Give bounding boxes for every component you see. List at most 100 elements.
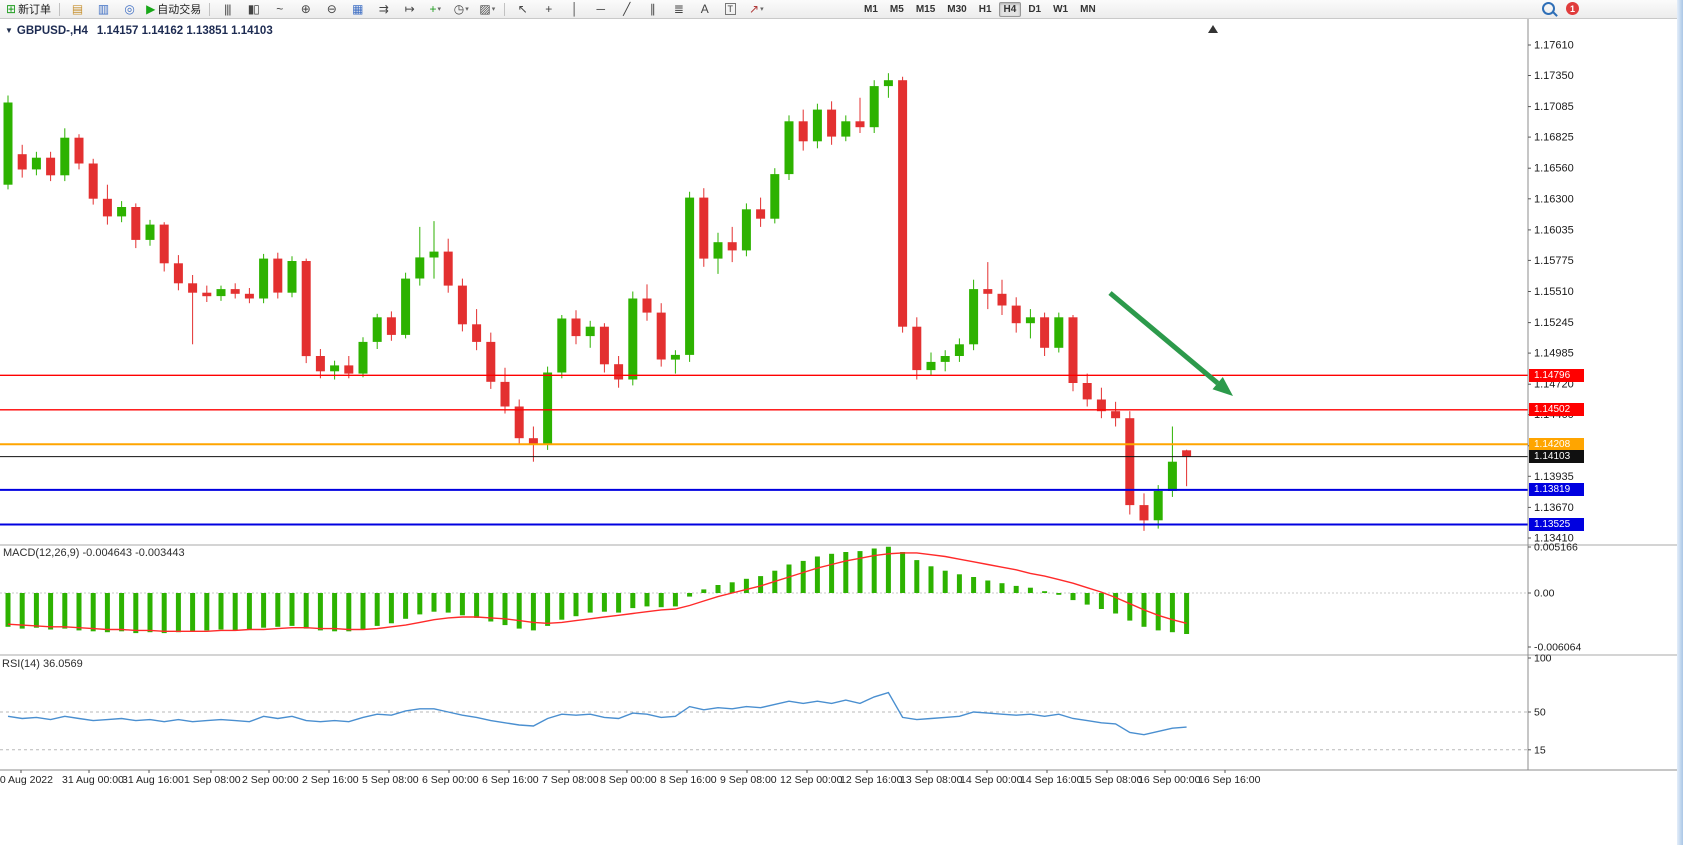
chart-canvas[interactable]: 1.17610 1.17350 1.17085 1.16825 1.16560 1.163… [0,19,1683,845]
candle-body [812,109,822,142]
current-price-tag: 1.14103 [1529,450,1584,464]
chart-shift-icon: ↦ [404,2,415,16]
timeframe-m1[interactable]: M1 [864,4,878,15]
timeframe-mn[interactable]: MN [1080,4,1096,15]
profiles-button[interactable]: ▥ [91,0,115,18]
refresh-button[interactable]: ◎ [117,0,141,18]
arrows-button[interactable]: ↗ ▾ [744,0,768,18]
tile-windows-button[interactable]: ▦ [345,0,369,18]
new-chart-button[interactable]: ▤ [65,0,89,18]
autotrading-icon: ▶ [146,2,155,16]
candle-body [1040,317,1050,348]
candle-body [230,289,240,294]
timeframe-w1[interactable]: W1 [1053,4,1069,15]
autotrading-button[interactable]: ▶ 自动交易 [143,0,204,18]
candle-body [898,80,908,327]
zoom-out-button[interactable]: ⊖ [319,0,343,18]
candle-body [954,344,964,356]
candle-body [159,224,169,264]
candle-body [386,317,396,335]
macd-signal-line [7,552,1187,632]
macd-scale-label: 0.005166 [1534,542,1578,554]
trendline-button[interactable]: ╱ [614,0,638,18]
rsi-value: 36.0569 [42,658,83,670]
candle-body [188,283,198,293]
channel-button[interactable]: ∥ [640,0,664,18]
price-axis-label: 1.15245 [1534,317,1574,329]
zoom-in-icon: ⊕ [300,2,311,16]
candle-body [443,251,453,286]
price-axis-label: 1.14985 [1534,348,1574,360]
search-icon[interactable] [1542,2,1555,15]
timeframe-m30[interactable]: M30 [947,4,967,15]
auto-scroll-button[interactable]: ⇉ [371,0,395,18]
profiles-icon: ▥ [97,2,109,16]
candle-body [131,207,141,240]
timeframe-h4[interactable]: H4 [998,2,1022,17]
text-label-button[interactable]: T [718,0,742,18]
trend-arrow-head [1212,377,1233,396]
timeframe-m5[interactable]: M5 [889,4,904,15]
candle-body [926,361,936,371]
trendline-icon: ╱ [623,2,630,16]
toolbar-right: 1 [1542,2,1579,15]
price-axis-label: 1.13670 [1534,502,1574,514]
toolbar-separator [59,2,61,16]
dropdown-arrow-icon: ▾ [491,6,496,13]
text-button[interactable]: A [692,0,716,18]
macd-value-signal: -0.003443 [135,547,185,559]
text-icon: A [700,2,709,16]
candle-body [784,121,794,175]
dropdown-arrow-icon: ▾ [760,6,764,13]
candle-body [1111,411,1121,419]
candle-body [869,86,879,128]
timeframe-m15[interactable]: M15 [915,4,936,15]
time-axis-label: 12 Sep 00:00 [780,774,843,786]
templates-button[interactable]: ▨ ▾ [475,0,499,18]
line-chart-button[interactable]: ~ [267,0,291,18]
indicators-icon: + [429,2,437,16]
symbol-collapse-icon[interactable]: ▼ [5,26,13,35]
time-axis-label: 13 Sep 08:00 [900,774,963,786]
price-axis-label: 1.15775 [1534,255,1574,267]
candle-body [656,312,666,360]
price-axis-label: 1.13410 [1534,533,1574,545]
periods-button[interactable]: ◷ ▾ [449,0,473,18]
macd-scale-label: 0.00 [1534,588,1555,600]
candle-body [756,209,766,219]
timeframe-d1[interactable]: D1 [1028,4,1042,15]
crosshair-button[interactable]: + [536,0,560,18]
timeframe-h1[interactable]: H1 [978,4,992,15]
candlestick-chart-button[interactable]: ▮▯ [241,0,265,18]
vertical-line-button[interactable]: │ [562,0,586,18]
templates-icon: ▨ [479,2,490,16]
time-axis-label: 6 Sep 16:00 [482,774,539,786]
candle-body [372,317,382,342]
candle-body [855,121,865,128]
chart-shift-button[interactable]: ↦ [397,0,421,18]
rsi-scale-label: 50 [1534,707,1546,719]
candle-body [301,261,311,357]
candle-body [670,354,680,360]
trend-arrow[interactable] [1108,291,1220,386]
zoom-in-button[interactable]: ⊕ [293,0,317,18]
new-order-button[interactable]: ⊞ 新订单 [3,0,54,18]
candle-body [614,364,624,380]
candle-body [17,154,27,170]
candle-body [543,372,553,445]
cursor-button[interactable]: ↖ [510,0,534,18]
bar-chart-icon: ||| [224,2,231,16]
candle-body [585,326,595,337]
fibonacci-button[interactable]: ≣ [666,0,690,18]
time-axis-label: 15 Sep 08:00 [1080,774,1143,786]
candle-body [358,341,368,374]
horizontal-line-button[interactable]: ─ [588,0,612,18]
price-axis-label: 1.17350 [1534,70,1574,82]
chart-shift-marker[interactable] [1208,25,1218,33]
indicators-button[interactable]: + ▾ [423,0,447,18]
line-chart-icon: ~ [276,2,283,16]
price-tag: 1.13819 [1529,483,1584,497]
notification-badge[interactable]: 1 [1566,2,1579,15]
bar-chart-button[interactable]: ||| [215,0,239,18]
